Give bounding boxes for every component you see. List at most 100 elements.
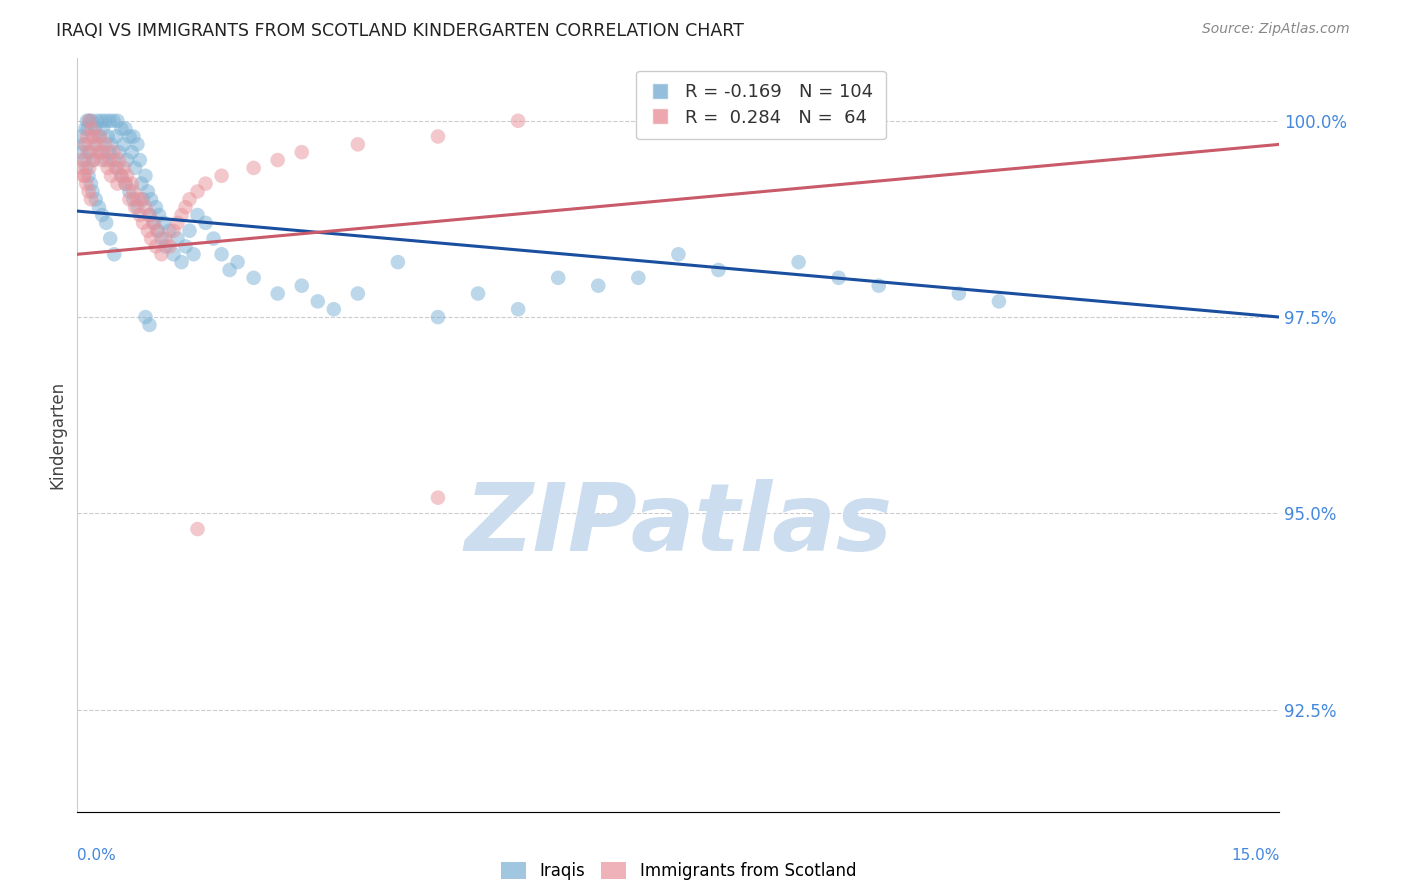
Point [138,208,160,222]
Point [77,185,100,199]
Point [114,177,136,191]
Point [146,224,169,238]
Point [110,169,132,183]
Text: ZIPatlas: ZIPatlas [464,479,893,571]
Point [91,208,114,222]
Point [82,153,104,167]
Point [103,247,125,261]
Point [155,239,177,253]
Point [588,278,610,293]
Point [110,169,132,183]
Point [194,216,217,230]
Point [75,161,97,175]
Point [73,169,96,183]
Point [162,224,184,238]
Point [828,270,851,285]
Point [73,153,96,167]
Point [96,216,118,230]
Point [98,145,121,160]
Point [82,153,104,167]
Point [97,129,120,144]
Point [73,169,96,183]
Point [80,192,103,206]
Point [89,129,111,144]
Point [107,161,129,175]
Point [174,239,197,253]
Point [100,169,122,183]
Point [322,302,344,317]
Point [110,121,132,136]
Point [153,216,176,230]
Point [108,153,131,167]
Point [112,137,135,152]
Point [132,192,155,206]
Point [150,231,173,245]
Point [194,177,217,191]
Point [138,318,160,332]
Point [166,216,188,230]
Point [122,192,145,206]
Legend: Iraqis, Immigrants from Scotland: Iraqis, Immigrants from Scotland [491,852,866,890]
Point [547,270,569,285]
Point [159,224,181,238]
Point [91,145,114,160]
Point [82,185,104,199]
Point [98,113,121,128]
Point [75,137,97,152]
Point [707,263,730,277]
Point [75,177,97,191]
Point [427,491,450,505]
Point [347,286,370,301]
Point [118,185,141,199]
Point [103,153,125,167]
Point [103,113,125,128]
Point [124,161,146,175]
Point [70,145,93,160]
Point [79,113,101,128]
Point [132,216,155,230]
Point [142,216,165,230]
Point [108,145,131,160]
Point [86,145,108,160]
Point [145,239,167,253]
Point [159,239,181,253]
Point [187,522,209,536]
Point [202,231,225,245]
Point [242,270,264,285]
Point [86,137,108,152]
Point [139,192,162,206]
Point [138,208,160,222]
Point [131,177,153,191]
Point [142,216,165,230]
Point [427,129,450,144]
Point [122,185,145,199]
Point [136,185,159,199]
Point [988,294,1011,309]
Point [114,177,136,191]
Point [127,137,149,152]
Point [307,294,329,309]
Point [76,121,98,136]
Point [76,145,98,160]
Text: 15.0%: 15.0% [1232,848,1279,863]
Point [90,153,112,167]
Point [90,145,112,160]
Text: Source: ZipAtlas.com: Source: ZipAtlas.com [1202,22,1350,37]
Point [427,310,450,324]
Point [170,208,193,222]
Point [868,278,890,293]
Point [211,247,233,261]
Point [121,177,143,191]
Point [80,177,103,191]
Point [79,113,101,128]
Point [162,247,184,261]
Text: 0.0%: 0.0% [77,848,117,863]
Point [187,208,209,222]
Point [139,231,162,245]
Point [124,200,146,214]
Point [97,161,120,175]
Point [82,129,104,144]
Point [87,200,110,214]
Point [218,263,240,277]
Point [107,113,129,128]
